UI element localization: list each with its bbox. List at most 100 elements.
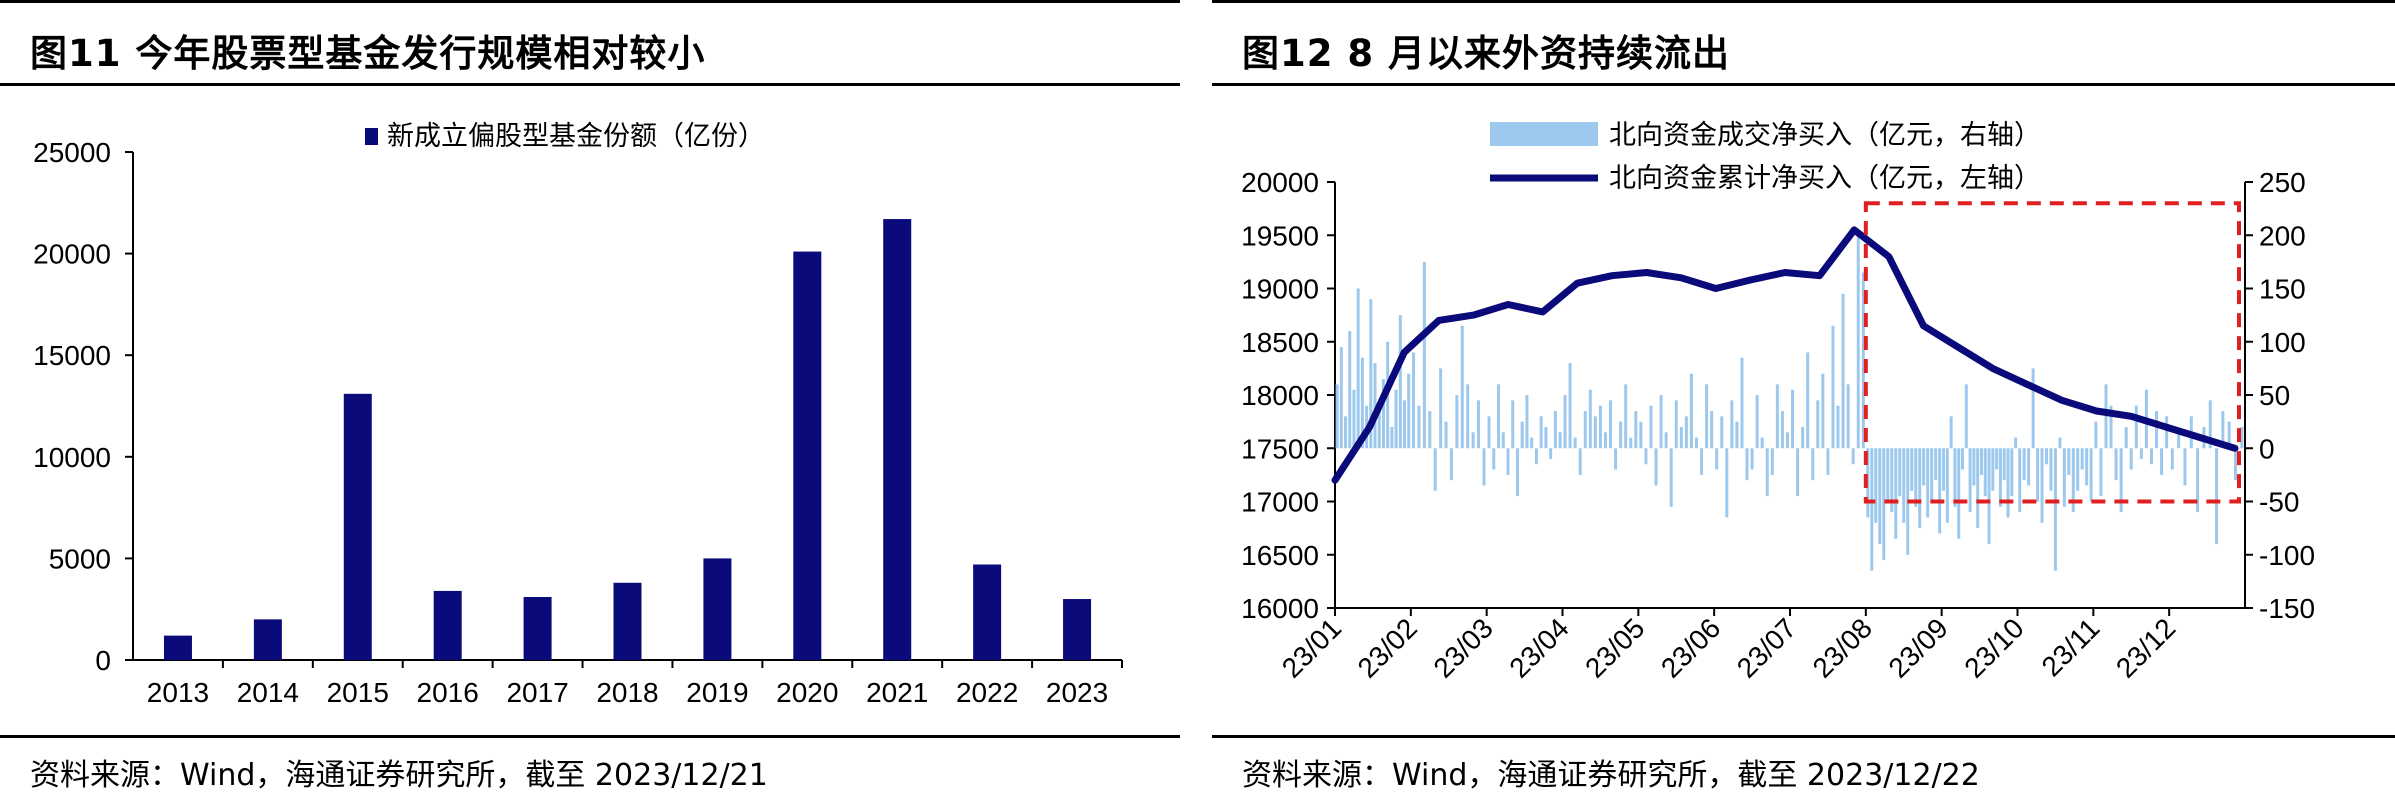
net-buy-bar — [1417, 405, 1421, 449]
net-buy-bar — [2071, 448, 2075, 513]
x-tick-label: 2013 — [147, 677, 209, 708]
net-buy-bar — [1890, 448, 1894, 513]
source-note: 资料来源：Wind，海通证券研究所，截至 2023/12/22 — [1242, 758, 1980, 793]
net-buy-bar — [1914, 448, 1918, 507]
y-tick-label: 10000 — [33, 442, 111, 473]
net-buy-bar — [1403, 400, 1407, 449]
net-buy-bar — [1856, 229, 1860, 449]
net-buy-bar — [1553, 410, 1557, 449]
net-buy-bar — [1831, 325, 1835, 449]
net-buy-bar — [1501, 432, 1505, 449]
net-buy-bar — [1398, 315, 1402, 449]
net-buy-bar — [1525, 395, 1529, 449]
net-buy-bar — [1725, 448, 1729, 518]
net-buy-bar — [1344, 416, 1348, 449]
x-tick-label: 2019 — [686, 677, 748, 708]
net-buy-bar — [1583, 410, 1587, 449]
x-tick-label: 23/06 — [1655, 612, 1726, 683]
net-buy-bar — [1439, 368, 1443, 449]
net-buy-bar — [1539, 416, 1543, 449]
net-buy-bar — [1700, 448, 1704, 475]
net-buy-bar — [2022, 448, 2026, 481]
net-buy-bar — [2129, 448, 2133, 470]
net-buy-bar — [1870, 448, 1874, 571]
x-tick-label: 2014 — [237, 677, 299, 708]
net-buy-bar — [2240, 426, 2244, 449]
left-y-tick-label: 17500 — [1241, 433, 1319, 464]
net-buy-bar — [1934, 448, 1938, 481]
net-buy-bar — [1511, 400, 1515, 449]
net-buy-bar — [2089, 448, 2093, 502]
net-buy-bar — [2208, 400, 2212, 449]
net-buy-bar — [1878, 448, 1882, 545]
net-buy-bar — [2160, 448, 2164, 475]
net-buy-bar — [1639, 421, 1643, 449]
net-buy-bar — [1659, 395, 1663, 449]
net-buy-bar — [2040, 448, 2044, 523]
net-buy-bar — [2062, 448, 2066, 507]
net-buy-bar — [1578, 448, 1582, 475]
chart-title-bar: 图12 8 月以来外资持续流出 — [1212, 0, 2395, 86]
net-buy-bar — [2134, 405, 2138, 449]
bar-2016 — [433, 590, 462, 660]
bar-2019 — [703, 558, 732, 660]
x-tick-label: 23/03 — [1427, 612, 1498, 683]
net-buy-bar — [1979, 448, 1983, 475]
net-buy-bar — [2139, 448, 2143, 459]
net-buy-bar — [2053, 448, 2057, 571]
net-buy-bar — [2044, 448, 2048, 465]
left-y-tick-label: 16000 — [1241, 593, 1319, 624]
net-buy-bar — [1614, 448, 1618, 470]
net-buy-bar — [2177, 432, 2181, 449]
net-buy-bar — [1785, 432, 1789, 449]
net-buy-bar — [1930, 448, 1934, 502]
net-buy-bar — [1444, 421, 1448, 449]
net-buy-bar — [1964, 384, 1968, 449]
right-y-tick-label: 0 — [2259, 433, 2275, 464]
x-tick-label: 23/07 — [1731, 612, 1802, 683]
net-buy-bar — [1534, 448, 1538, 465]
bar-2021 — [883, 219, 912, 660]
net-buy-bar — [1369, 299, 1373, 449]
net-buy-bar — [2036, 448, 2040, 502]
bar-chart-fig11: 0 5000 10000 15000 20000 25000 2013 2014 2015 201… — [33, 121, 1123, 708]
net-buy-bar — [1352, 389, 1356, 449]
right-y-tick-label: 50 — [2259, 380, 2290, 411]
net-buy-bar — [1679, 426, 1683, 449]
net-buy-bar — [1745, 448, 1749, 481]
net-buy-bar — [1356, 288, 1360, 449]
net-buy-bar — [1433, 448, 1437, 491]
net-buy-bar — [1851, 448, 1855, 465]
net-buy-bar — [2067, 448, 2071, 475]
net-buy-bar — [1945, 448, 1949, 523]
net-buy-bar — [1816, 400, 1820, 449]
left-y-tick-label: 17000 — [1241, 487, 1319, 518]
net-buy-bar — [1826, 448, 1830, 475]
bar-2020 — [793, 251, 822, 660]
legend-swatch-bars — [1490, 122, 1598, 146]
net-buy-bar — [1558, 432, 1562, 449]
net-buy-bar — [1715, 448, 1719, 470]
net-buy-bar — [1894, 448, 1898, 539]
net-buy-bar — [1449, 448, 1453, 481]
net-buy-bar — [1407, 373, 1411, 449]
net-buy-bar — [1482, 448, 1486, 486]
net-buy-bar — [1740, 357, 1744, 449]
net-buy-bar — [1922, 448, 1926, 486]
net-buy-bar — [2094, 421, 2098, 449]
x-tick-label: 23/11 — [2036, 612, 2106, 682]
net-buy-bar — [2155, 410, 2159, 449]
net-buy-bar — [1972, 448, 1976, 486]
net-buy-bar — [1755, 395, 1759, 449]
net-buy-bar — [1373, 363, 1377, 449]
net-buy-bar — [1339, 347, 1343, 449]
right-y-tick-label: -100 — [2259, 540, 2315, 571]
net-buy-bar — [2227, 421, 2231, 449]
net-buy-bar — [2085, 448, 2089, 486]
x-tick-label: 2017 — [506, 677, 568, 708]
net-buy-bar — [1669, 448, 1673, 507]
net-buy-bar — [1995, 448, 1999, 470]
net-buy-bar — [1874, 448, 1878, 523]
net-buy-bar — [1811, 448, 1815, 481]
net-buy-bar — [1530, 437, 1534, 449]
